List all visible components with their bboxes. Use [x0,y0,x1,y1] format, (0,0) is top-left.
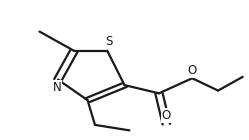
Text: O: O [187,64,197,77]
Text: O: O [162,109,171,122]
Text: S: S [105,35,112,48]
Text: N: N [52,81,61,94]
